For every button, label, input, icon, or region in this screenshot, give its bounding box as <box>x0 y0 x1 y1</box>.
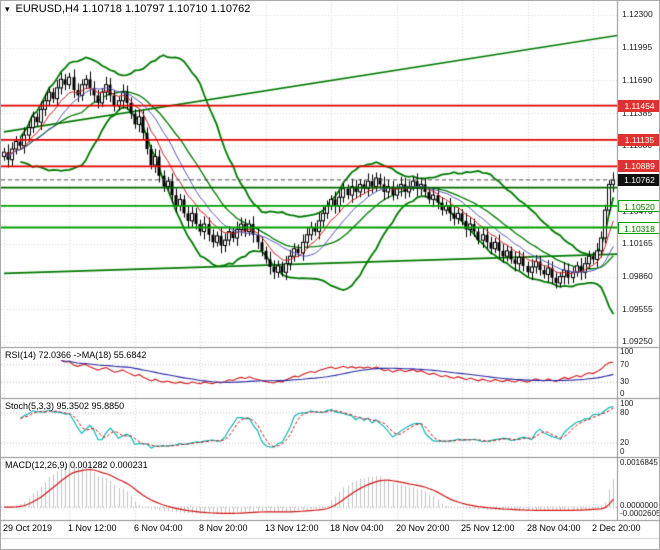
rsi-axis-tick: 70 <box>620 360 629 369</box>
quick-trade-arrow-icon[interactable]: ▾ <box>5 4 10 14</box>
time-axis-label: 13 Nov 12:00 <box>265 523 319 533</box>
price-axis-tick: 1.12300 <box>622 9 653 19</box>
macd-axis-tick: 0.0000000 <box>620 501 658 510</box>
stoch-axis-tick: 0 <box>620 447 625 456</box>
time-axis-label: 28 Nov 04:00 <box>527 523 581 533</box>
time-axis-label: 1 Nov 12:00 <box>68 523 117 533</box>
rsi-axis-tick: 30 <box>620 377 629 386</box>
price-axis-tick: 1.11385 <box>622 108 653 118</box>
time-axis-label: 29 Oct 2019 <box>3 523 53 533</box>
stoch-axis-tick: 100 <box>620 399 634 408</box>
support-price-tag: 1.10318 <box>618 222 659 234</box>
time-axis-label: 6 Nov 04:00 <box>134 523 183 533</box>
resistance-price-tag: 1.11135 <box>618 134 659 146</box>
time-axis-label: 2 Dec 20:00 <box>592 523 641 533</box>
price-axis-tick: 1.09555 <box>622 304 653 314</box>
price-axis-tick: 1.11995 <box>622 42 653 52</box>
price-axis-tick: 1.09860 <box>622 271 653 281</box>
support-price-tag: 1.10520 <box>618 200 659 212</box>
chart-title: ▾ EURUSD,H4 1.10718 1.10797 1.10710 1.10… <box>5 3 250 15</box>
time-axis-label: 18 Nov 04:00 <box>330 523 384 533</box>
stoch-axis-tick: 20 <box>620 438 629 447</box>
time-axis-label: 20 Nov 20:00 <box>396 523 450 533</box>
time-axis-label: 8 Nov 20:00 <box>199 523 248 533</box>
resistance-price-tag: 1.10889 <box>618 160 659 172</box>
symbol-ohlc-label: EURUSD,H4 1.10718 1.10797 1.10710 1.1076… <box>15 3 251 15</box>
price-axis-tick: 1.09250 <box>622 336 653 346</box>
stoch-axis-tick: 80 <box>620 408 629 417</box>
rsi-axis-tick: 0 <box>620 389 625 398</box>
price-axis-tick: 1.11690 <box>622 75 653 85</box>
time-axis-label: 25 Nov 12:00 <box>461 523 515 533</box>
rsi-panel-label: RSI(14) 72.0366 ->MA(18) 55.6842 <box>5 350 147 360</box>
stoch-panel-label: Stoch(5,3,3) 95.3502 95.8850 <box>5 401 125 411</box>
macd-axis-tick: 0.0016845 <box>620 458 658 467</box>
rsi-axis-tick: 100 <box>620 347 634 356</box>
macd-panel-label: MACD(12,26,9) 0.001282 0.000231 <box>5 460 148 470</box>
macd-axis-tick: -0.0002605 <box>620 509 660 518</box>
price-axis-tick: 1.10165 <box>622 238 653 248</box>
current-price-tag: 1.10762 <box>618 174 659 186</box>
resistance-price-tag: 1.11454 <box>618 100 659 112</box>
